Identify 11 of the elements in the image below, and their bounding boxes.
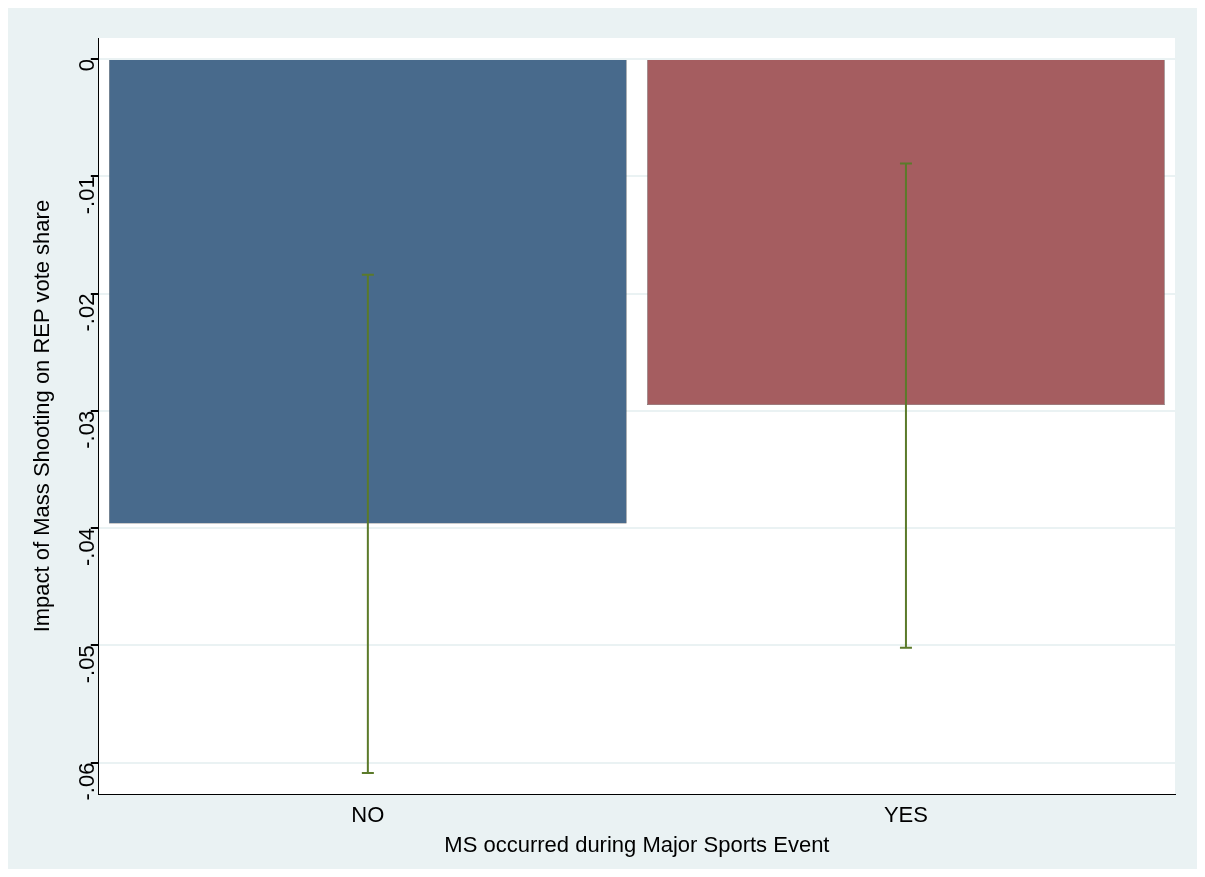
- y-tick-label: -.01: [73, 176, 99, 215]
- x-tick-label: YES: [883, 802, 928, 828]
- y-tick-label: -.02: [73, 293, 99, 332]
- y-tick-label: -.04: [73, 528, 99, 566]
- y-axis-title: Impact of Mass Shooting on REP vote share: [29, 199, 55, 633]
- y-tick-label: -.03: [73, 410, 99, 449]
- x-tick-label: NO: [351, 802, 385, 828]
- x-axis-title: MS occurred during Major Sports Event: [444, 831, 830, 857]
- y-tick-label: 0: [73, 59, 99, 72]
- y-tick-label: -.05: [73, 645, 99, 684]
- y-tick-label: -.06: [73, 762, 99, 801]
